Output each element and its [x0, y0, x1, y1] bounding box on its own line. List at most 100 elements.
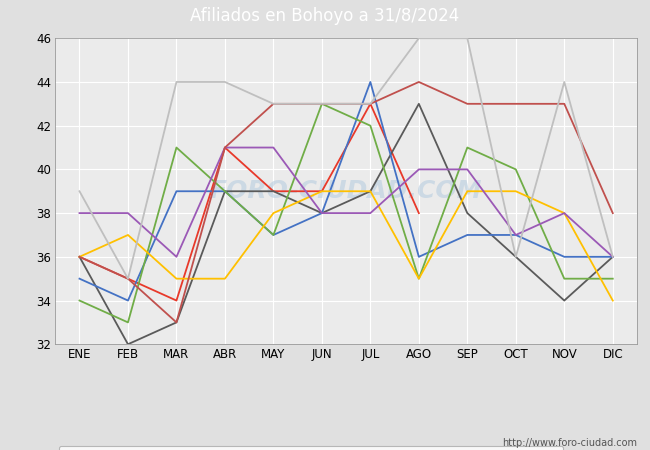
2019	[415, 166, 422, 172]
2022	[270, 232, 278, 238]
2020	[318, 189, 326, 194]
2023	[221, 189, 229, 194]
2022	[75, 276, 83, 281]
2024	[172, 298, 180, 303]
2020	[609, 298, 617, 303]
Line: 2017: 2017	[79, 38, 613, 279]
2024	[367, 101, 374, 107]
2022	[415, 254, 422, 260]
2019	[270, 145, 278, 150]
2022	[609, 254, 617, 260]
2021	[367, 123, 374, 128]
Text: Afiliados en Bohoyo a 31/8/2024: Afiliados en Bohoyo a 31/8/2024	[190, 7, 460, 25]
2017	[270, 101, 278, 107]
2021	[415, 276, 422, 281]
2019	[172, 254, 180, 260]
2019	[124, 211, 132, 216]
2017	[124, 276, 132, 281]
2022	[463, 232, 471, 238]
2021	[512, 166, 520, 172]
2020	[560, 211, 568, 216]
2021	[318, 101, 326, 107]
2024	[270, 189, 278, 194]
2023	[560, 298, 568, 303]
Line: 2021: 2021	[79, 104, 613, 322]
2022	[318, 211, 326, 216]
2023	[270, 189, 278, 194]
2023	[415, 101, 422, 107]
2023	[512, 254, 520, 260]
Line: 2019: 2019	[79, 148, 613, 257]
2022	[172, 189, 180, 194]
2024	[124, 276, 132, 281]
2023	[609, 254, 617, 260]
2017	[75, 189, 83, 194]
2018	[172, 320, 180, 325]
2018	[609, 211, 617, 216]
2021	[560, 276, 568, 281]
2020	[415, 276, 422, 281]
2018	[75, 254, 83, 260]
2020	[221, 276, 229, 281]
2020	[270, 211, 278, 216]
2023	[75, 254, 83, 260]
2023	[463, 211, 471, 216]
2019	[318, 211, 326, 216]
2020	[463, 189, 471, 194]
2022	[367, 79, 374, 85]
2017	[609, 254, 617, 260]
2022	[512, 232, 520, 238]
2020	[172, 276, 180, 281]
2018	[512, 101, 520, 107]
2017	[463, 36, 471, 41]
2017	[221, 79, 229, 85]
2021	[124, 320, 132, 325]
2020	[512, 189, 520, 194]
2019	[463, 166, 471, 172]
Line: 2023: 2023	[79, 104, 613, 344]
Line: 2020: 2020	[79, 191, 613, 301]
2022	[221, 189, 229, 194]
2024	[415, 211, 422, 216]
2024	[318, 189, 326, 194]
Line: 2018: 2018	[79, 82, 613, 322]
Text: FORO-CIUDAD.COM: FORO-CIUDAD.COM	[210, 179, 482, 203]
2019	[75, 211, 83, 216]
2022	[124, 298, 132, 303]
2018	[124, 276, 132, 281]
Text: http://www.foro-ciudad.com: http://www.foro-ciudad.com	[502, 438, 637, 448]
2021	[221, 189, 229, 194]
2022	[560, 254, 568, 260]
2018	[270, 101, 278, 107]
2018	[463, 101, 471, 107]
2019	[560, 211, 568, 216]
2017	[367, 101, 374, 107]
2021	[609, 276, 617, 281]
2020	[367, 189, 374, 194]
2023	[172, 320, 180, 325]
2017	[415, 36, 422, 41]
Line: 2024: 2024	[79, 104, 419, 301]
2017	[172, 79, 180, 85]
2021	[270, 232, 278, 238]
2019	[367, 211, 374, 216]
2024	[221, 145, 229, 150]
2018	[221, 145, 229, 150]
2024	[75, 254, 83, 260]
Legend: 2024, 2023, 2022, 2021, 2020, 2019, 2018, 2017: 2024, 2023, 2022, 2021, 2020, 2019, 2018…	[59, 446, 564, 450]
2019	[221, 145, 229, 150]
2021	[463, 145, 471, 150]
2021	[172, 145, 180, 150]
2017	[560, 79, 568, 85]
2018	[560, 101, 568, 107]
2019	[609, 254, 617, 260]
2018	[415, 79, 422, 85]
2019	[512, 232, 520, 238]
2017	[318, 101, 326, 107]
2018	[367, 101, 374, 107]
Line: 2022: 2022	[79, 82, 613, 301]
2023	[367, 189, 374, 194]
2021	[75, 298, 83, 303]
2018	[318, 101, 326, 107]
2020	[124, 232, 132, 238]
